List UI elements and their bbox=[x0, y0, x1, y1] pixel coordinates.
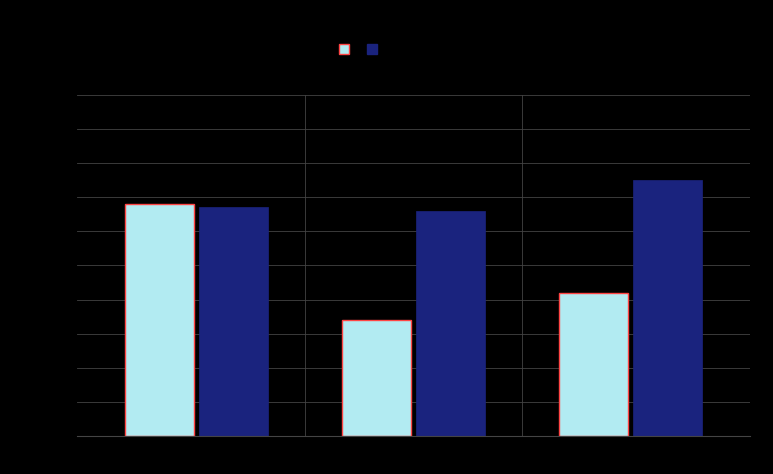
Bar bbox=[125, 204, 195, 436]
Bar bbox=[342, 320, 411, 436]
Bar bbox=[559, 293, 628, 436]
Legend: , : , bbox=[333, 38, 386, 61]
Bar bbox=[199, 208, 268, 436]
Bar bbox=[416, 211, 485, 436]
Bar bbox=[632, 180, 702, 436]
